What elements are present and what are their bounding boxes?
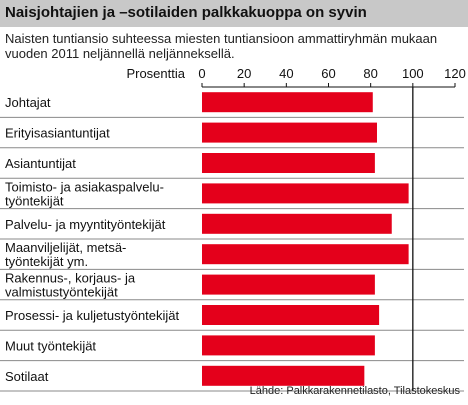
bar-7	[202, 274, 375, 295]
x-tick-label-20: 20	[237, 66, 251, 81]
bar-3	[202, 153, 375, 173]
category-label-5: Palvelu- ja myyntityöntekijät	[5, 217, 166, 232]
bar-8	[202, 305, 380, 325]
source-note: Lähde: Palkkarakennetilasto, Tilastokesk…	[249, 385, 460, 397]
category-label-10: Sotilaat	[5, 369, 49, 384]
bar-6	[202, 244, 409, 265]
chart-title: Naisjohtajien ja –sotilaiden palkkakuopp…	[5, 4, 367, 21]
bar-2	[202, 122, 377, 143]
category-label-1: Johtajat	[5, 95, 51, 110]
chart-subtitle: Naisten tuntiansio suhteessa miesten tun…	[5, 31, 438, 61]
x-tick-label-60: 60	[321, 66, 335, 81]
category-label-8: Prosessi- ja kuljetustyöntekijät	[5, 308, 180, 323]
x-tick-label-80: 80	[363, 66, 377, 81]
category-label-4-line-2: työntekijät	[5, 193, 64, 208]
bar-10	[202, 365, 365, 386]
category-label-6-line-1: Maanviljelijät, metsä-	[5, 240, 126, 255]
x-tick-label-120: 120	[444, 66, 466, 81]
category-label-3: Asiantuntijat	[5, 156, 76, 171]
title-bar: Naisjohtajien ja –sotilaiden palkkakuopp…	[0, 0, 468, 27]
category-label-6-line-2: työntekijät ym.	[5, 254, 88, 269]
category-label-4-line-1: Toimisto- ja asiakaspalvelu-	[5, 179, 164, 194]
x-tick-label-100: 100	[402, 66, 424, 81]
bar-5	[202, 213, 392, 234]
x-tick-label-40: 40	[279, 66, 293, 81]
bar-9	[202, 335, 375, 356]
category-label-9: Muut työntekijät	[5, 338, 96, 353]
x-axis-label: Prosenttia	[126, 66, 185, 81]
category-label-7-line-2: valmistustyöntekijät	[5, 285, 118, 300]
bar-4	[202, 183, 409, 204]
bar-1	[202, 92, 373, 113]
x-tick-label-0: 0	[198, 66, 205, 81]
category-label-2: Erityisasiantuntijat	[5, 126, 110, 141]
category-label-7-line-1: Rakennus-, korjaus- ja	[5, 271, 136, 286]
